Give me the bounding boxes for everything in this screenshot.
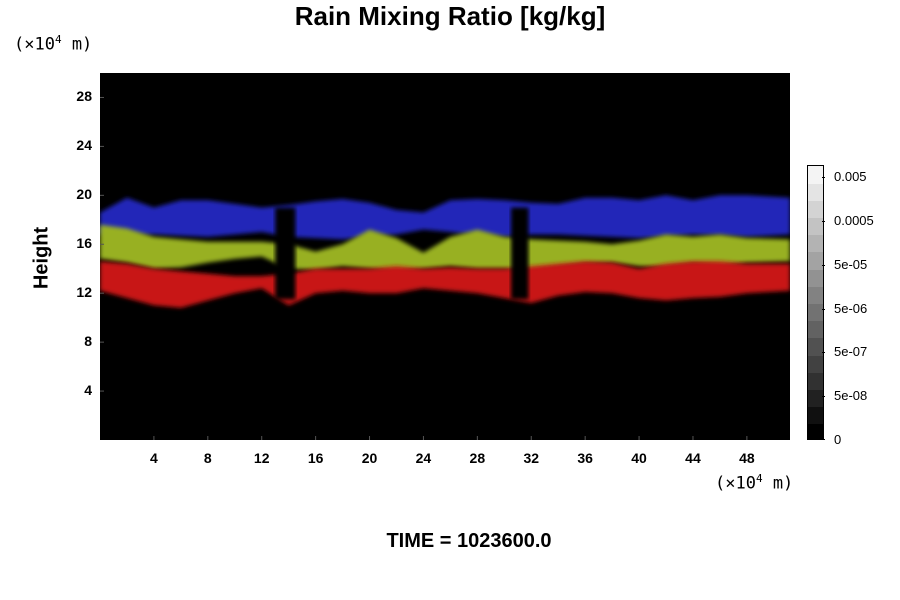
colorbar-label: 0.005 <box>834 169 867 185</box>
x-tick-label: 40 <box>631 450 647 466</box>
y-tick-label: 8 <box>84 333 92 350</box>
colorbar-segment <box>808 183 823 201</box>
y-tick-label: 20 <box>76 186 92 203</box>
colorbar-segment <box>808 406 823 425</box>
x-tick-label: 8 <box>203 450 212 466</box>
colorbar-segment <box>808 286 823 304</box>
colorbar-segment <box>808 303 823 322</box>
colorbar-label: 0 <box>834 432 842 447</box>
band-red <box>100 261 790 308</box>
y-tick-label: 4 <box>84 382 92 399</box>
x-tick-label: 4 <box>150 450 158 466</box>
x-tick-label: 20 <box>361 450 378 466</box>
colorbar-segment <box>808 337 823 356</box>
y-unit-prefix: (×10 <box>14 34 55 55</box>
band-green <box>100 224 790 272</box>
colorbar <box>807 165 824 440</box>
colorbar-tick <box>822 352 825 354</box>
band-blue <box>100 195 790 240</box>
plot-area <box>100 73 790 440</box>
y-tick-label: 12 <box>76 284 92 301</box>
x-unit-exponent: 4 <box>755 472 763 485</box>
colorbar-segment <box>808 234 823 253</box>
colorbar-label: 5e-07 <box>834 344 868 360</box>
colorbar-segment <box>808 166 823 184</box>
colorbar-segment <box>808 269 823 287</box>
y-axis-unit: (×104 m) <box>14 33 92 55</box>
colorbar-segment <box>808 423 823 439</box>
x-tick-label: 32 <box>523 450 540 466</box>
colorbar-tick <box>822 308 825 310</box>
colorbar-label: 5e-08 <box>834 388 868 404</box>
time-label: TIME = 1023600.0 <box>386 530 552 552</box>
colorbar-tick <box>822 177 825 179</box>
colorbar-tick <box>822 264 825 266</box>
x-unit-prefix: (×10 <box>715 473 756 494</box>
y-tick-label: 28 <box>76 88 92 105</box>
y-axis-label: Height <box>30 226 53 290</box>
colorbar-segment <box>808 217 823 236</box>
colorbar-segment <box>808 355 823 373</box>
colorbar-tick <box>822 221 825 223</box>
x-axis-unit: (×104 m) <box>715 472 793 494</box>
colorbar-segment <box>808 320 823 339</box>
x-tick-label: 24 <box>415 450 432 466</box>
colorbar-segment <box>808 200 823 219</box>
colorbar-segment <box>808 372 823 390</box>
x-tick-label: 12 <box>253 450 270 466</box>
colorbar-segment <box>808 251 823 270</box>
heatmap-svg <box>100 96 790 440</box>
field-gap-1 <box>511 207 529 300</box>
colorbar-label: 5e-05 <box>834 256 868 272</box>
x-unit-suffix: m) <box>762 473 794 494</box>
colorbar-label: 0.0005 <box>834 213 874 229</box>
x-tick-label: 44 <box>685 450 701 466</box>
x-tick-label: 48 <box>739 450 755 466</box>
colorbar-tick <box>822 439 825 440</box>
chart-title: Rain Mixing Ratio [kg/kg] <box>294 1 606 31</box>
colorbar-tick <box>822 396 825 398</box>
x-tick-label: 16 <box>307 450 324 466</box>
colorbar-segment <box>808 389 823 408</box>
y-tick-label: 24 <box>76 137 92 154</box>
y-unit-suffix: m) <box>61 34 93 55</box>
y-tick-label: 16 <box>76 235 92 252</box>
colorbar-label: 5e-06 <box>834 300 868 316</box>
x-tick-label: 36 <box>577 450 593 466</box>
x-tick-label: 28 <box>469 450 486 466</box>
field-gap-0 <box>275 207 296 300</box>
y-unit-exponent: 4 <box>54 33 62 46</box>
